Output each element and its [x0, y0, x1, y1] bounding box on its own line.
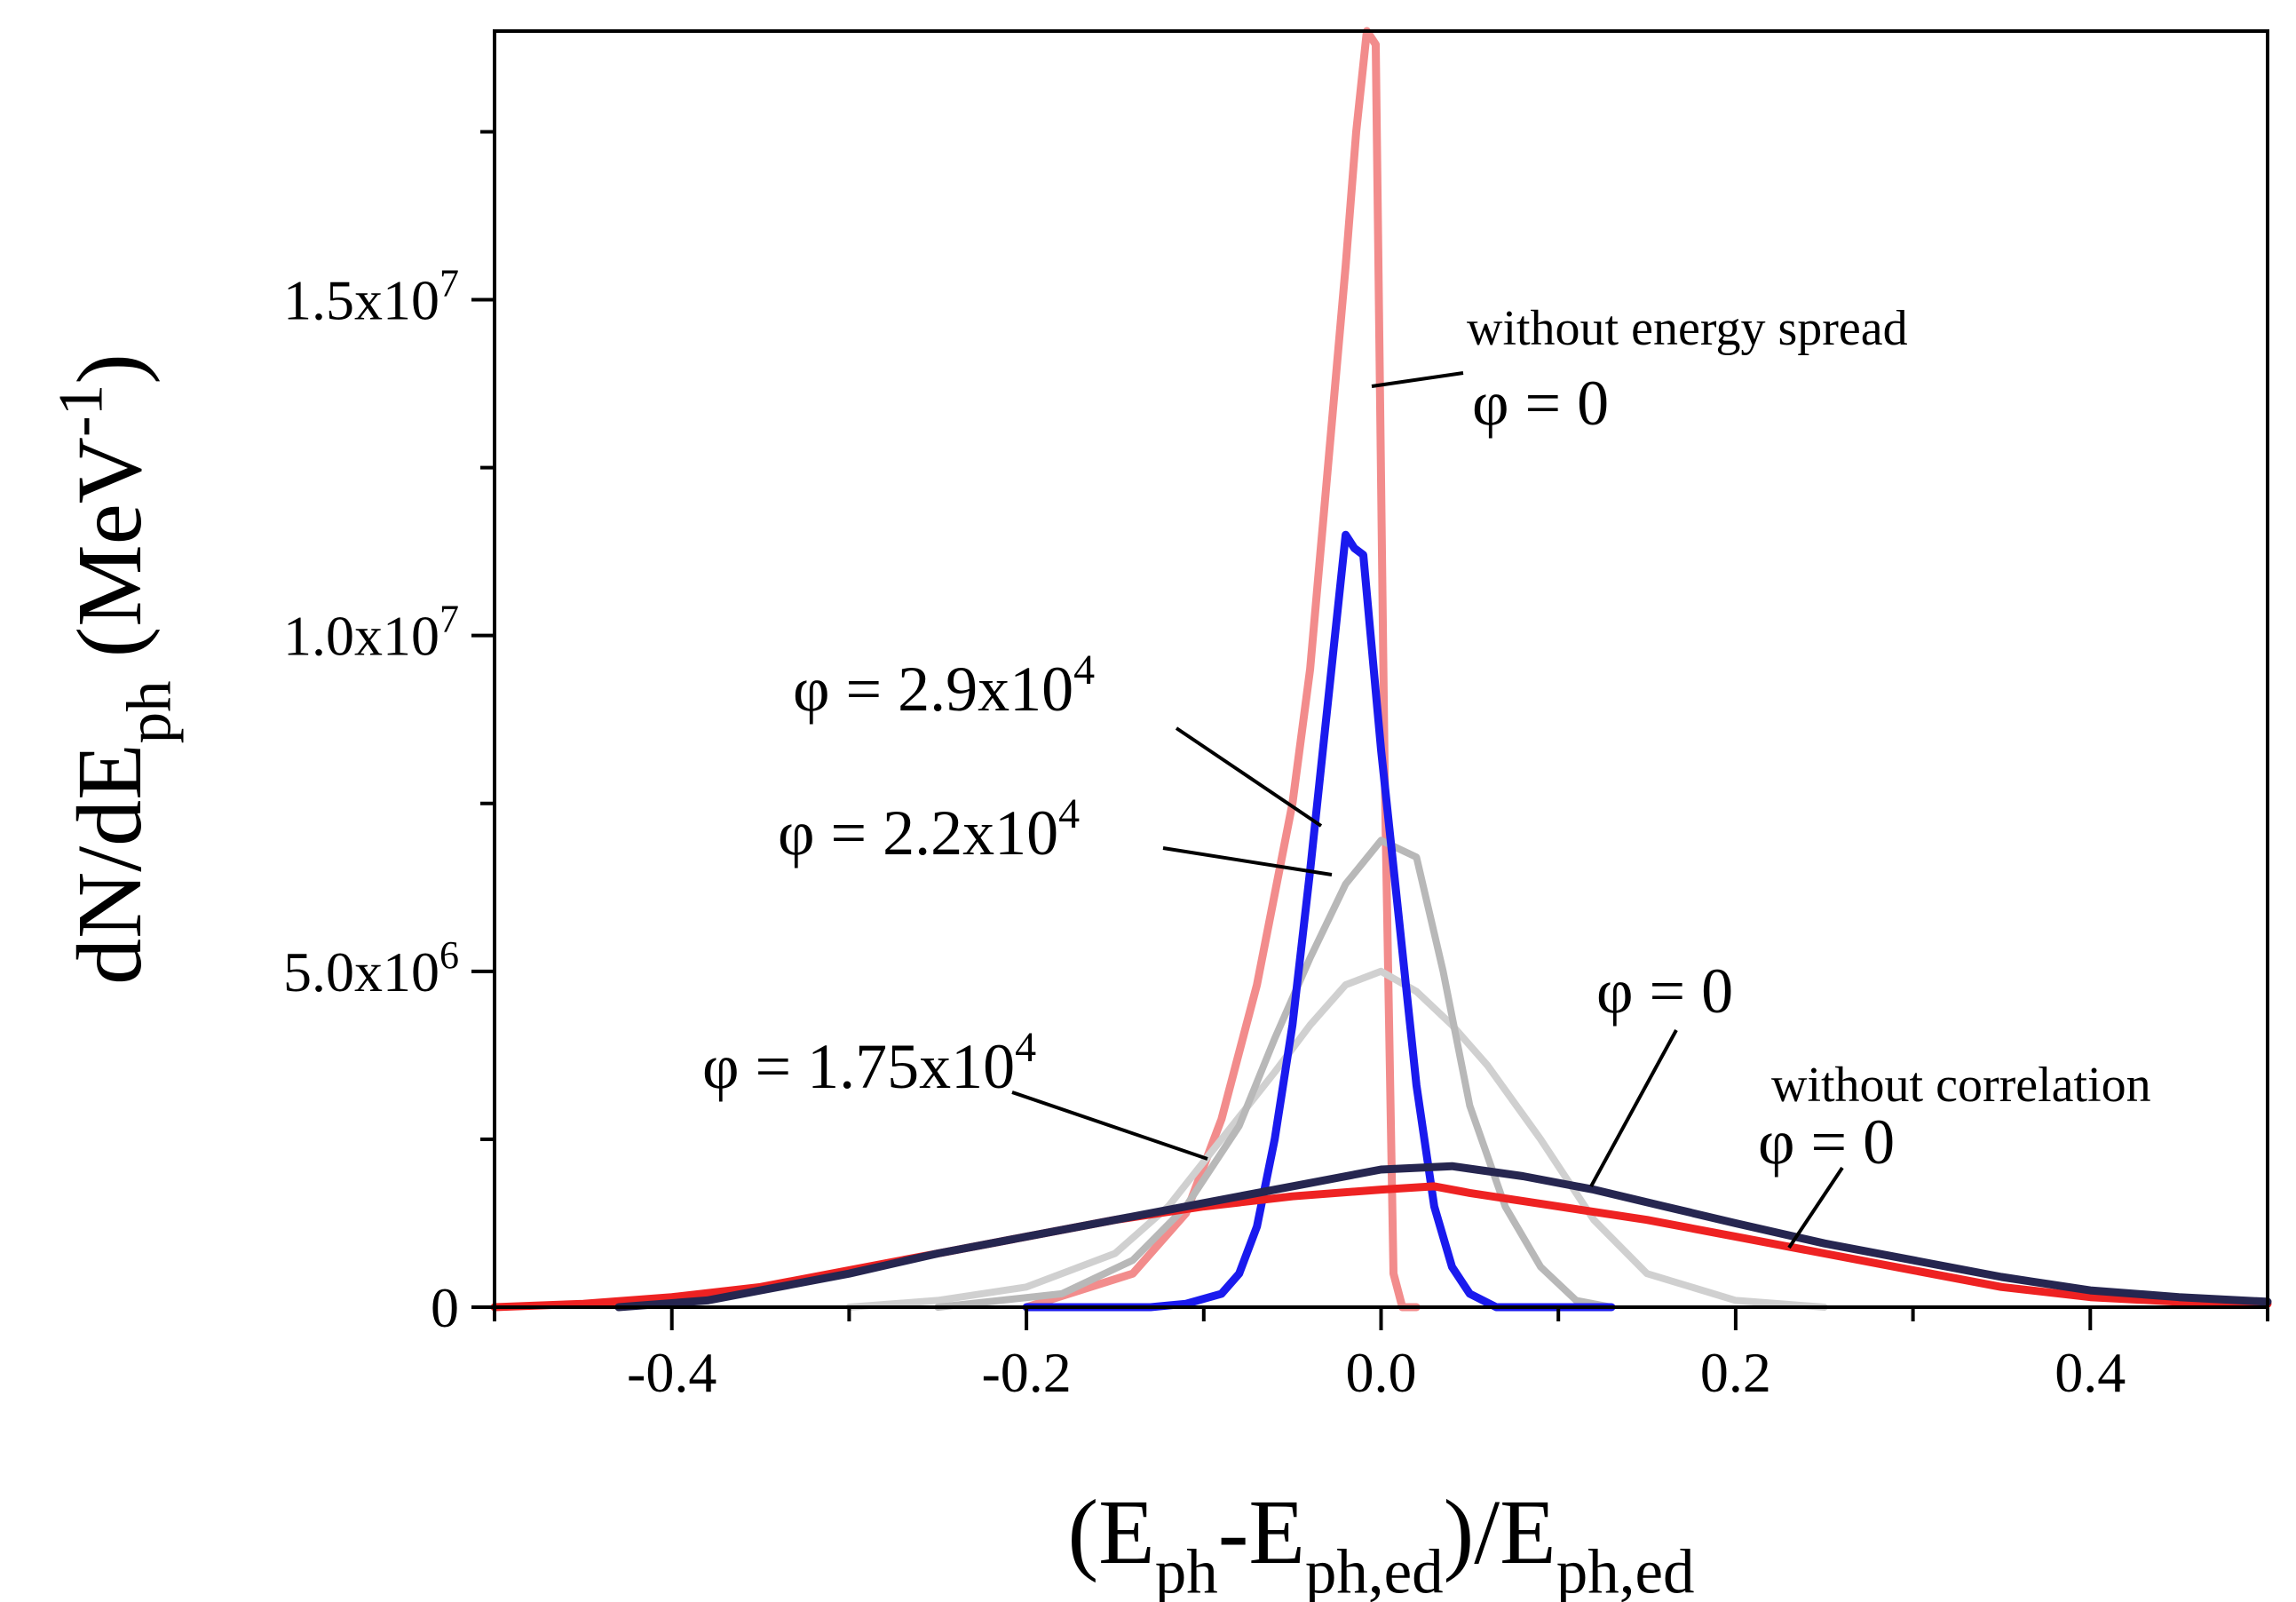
y-axis-title: dN/dEph (MeV-1): [46, 353, 184, 985]
annotation-label: without correlation: [1771, 1058, 2151, 1113]
x-tick-label: -0.4: [627, 1341, 717, 1404]
series-line-3: [934, 837, 1616, 1311]
ticks-layer: [471, 130, 2269, 1330]
annotation-label: φ = 1.75x104: [702, 1024, 1036, 1102]
series-line-6: [614, 1162, 2272, 1312]
y-tick-label: 1.5x107: [283, 262, 459, 332]
annotations: without energy spread φ = 0 φ = 2.9x104 φ =…: [702, 301, 2151, 1249]
annotation-leader-line: [1787, 1166, 1844, 1249]
x-tick-label: 0.2: [1700, 1341, 1771, 1404]
annotation-label: without energy spread: [1467, 301, 1908, 356]
series-line-2: [845, 967, 1828, 1311]
x-axis-title: (Eph-Eph,ed)/Eph,ed: [1068, 1481, 1695, 1602]
annotation-leader-line: [1371, 371, 1464, 388]
x-tick-label: 0.0: [1346, 1341, 1417, 1404]
annotation-label: φ = 2.9x104: [793, 646, 1095, 725]
tick-labels: -0.4 -0.2 0.0 0.2 0.4 0 5.0x106 1.0x107 1.5x107: [283, 262, 2126, 1404]
x-tick-label: 0.4: [2055, 1341, 2126, 1404]
series-line-4: [1022, 530, 1616, 1312]
y-tick-label: 1.0x107: [283, 598, 459, 668]
annotation-leader-line: [1175, 726, 1323, 828]
y-tick-label: 5.0x106: [283, 933, 459, 1003]
annotation-label: φ = 2.2x104: [778, 790, 1080, 868]
annotation-leader-line: [1589, 1029, 1678, 1187]
annotation-leader-line: [1011, 1090, 1208, 1161]
annotation-label: φ = 0: [1758, 1106, 1895, 1178]
annotation-label: φ = 0: [1596, 956, 1733, 1027]
annotation-label: φ = 0: [1472, 368, 1609, 439]
y-tick-label: 0: [431, 1276, 459, 1339]
annotation-leader-line: [1162, 846, 1333, 876]
x-tick-label: -0.2: [981, 1341, 1071, 1404]
series-layer: [490, 27, 2272, 1312]
